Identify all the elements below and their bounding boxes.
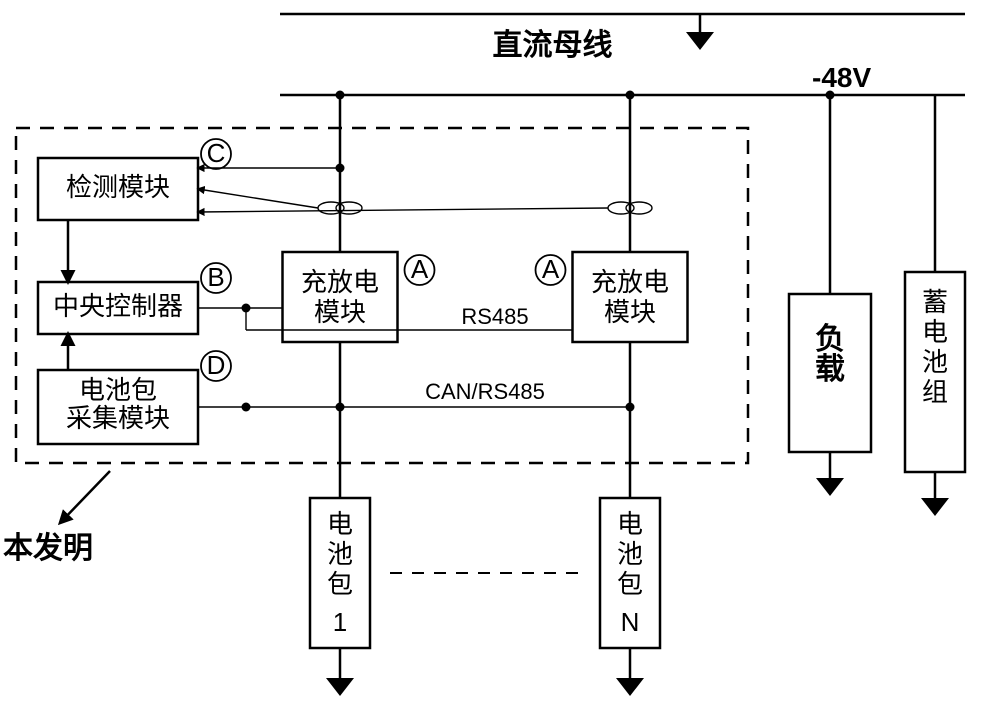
svg-text:载: 载: [815, 353, 845, 386]
svg-text:D: D: [207, 350, 226, 380]
svg-text:本发明: 本发明: [3, 532, 93, 565]
svg-text:电: 电: [327, 509, 353, 539]
svg-text:中央控制器: 中央控制器: [53, 291, 183, 321]
svg-text:1: 1: [333, 607, 347, 637]
svg-text:直流母线: 直流母线: [493, 29, 613, 62]
svg-text:A: A: [542, 254, 560, 284]
svg-text:检测模块: 检测模块: [66, 172, 170, 202]
svg-text:池: 池: [617, 539, 643, 569]
svg-text:模块: 模块: [314, 297, 366, 327]
svg-text:充放电: 充放电: [301, 267, 379, 297]
svg-text:采集模块: 采集模块: [66, 403, 170, 433]
svg-text:CAN/RS485: CAN/RS485: [425, 379, 545, 404]
svg-text:C: C: [207, 138, 226, 168]
svg-text:池: 池: [922, 347, 948, 377]
svg-text:电: 电: [922, 317, 948, 347]
svg-text:RS485: RS485: [461, 304, 528, 329]
svg-text:电: 电: [617, 509, 643, 539]
svg-text:B: B: [207, 262, 224, 292]
svg-text:负: 负: [815, 323, 845, 356]
svg-text:模块: 模块: [604, 297, 656, 327]
svg-text:组: 组: [922, 377, 948, 407]
svg-text:蓄: 蓄: [922, 287, 948, 317]
svg-text:A: A: [411, 254, 429, 284]
svg-text:包: 包: [327, 569, 353, 599]
svg-text:-48V: -48V: [812, 62, 871, 93]
svg-text:N: N: [621, 607, 640, 637]
svg-text:充放电: 充放电: [591, 267, 669, 297]
svg-text:包: 包: [617, 569, 643, 599]
svg-text:电池包: 电池包: [79, 375, 157, 405]
svg-text:池: 池: [327, 539, 353, 569]
